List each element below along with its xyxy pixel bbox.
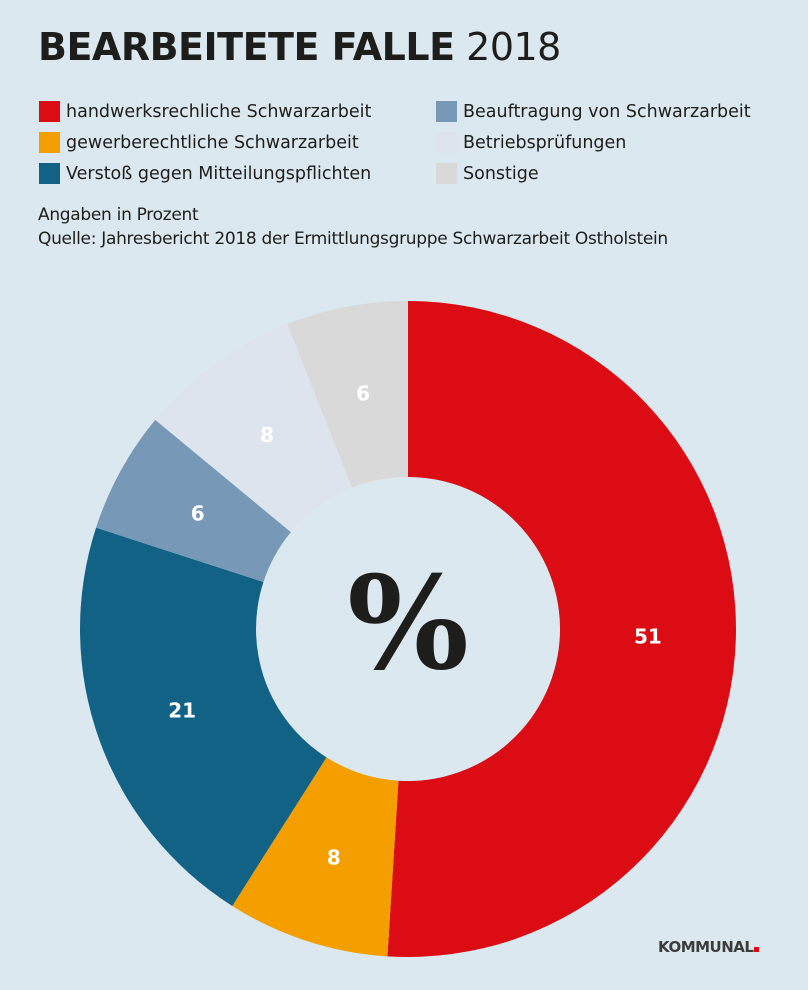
labels-group: 51 8 21 6 8 6 <box>168 381 662 869</box>
donut-slice <box>79 527 327 906</box>
slice-value-label: 8 <box>260 423 274 447</box>
legend-label: handwerksrechliche Schwarzarbeit <box>66 101 372 122</box>
legend-swatch <box>436 101 457 122</box>
slices-group <box>79 301 737 957</box>
legend-item: handwerksrechliche Schwarzarbeit <box>39 96 371 127</box>
legend-item: Beauftragung von Schwarzarbeit <box>436 96 751 127</box>
legend-item: gewerberechtliche Schwarzarbeit <box>39 127 371 158</box>
legend-item: Sonstige <box>436 158 751 189</box>
logo-text: KOMMUNAL <box>658 938 754 956</box>
donut-slice <box>387 301 737 957</box>
title-year: 2018 <box>466 25 561 69</box>
slice-value-label: 51 <box>634 625 662 649</box>
legend-swatch <box>39 163 60 184</box>
legend-swatch <box>39 132 60 153</box>
legend-swatch <box>39 101 60 122</box>
legend-item: Verstoß gegen Mitteilungspflichten <box>39 158 371 189</box>
donut-slice <box>155 324 353 533</box>
kommunal-logo: KOMMUNAL <box>658 938 760 956</box>
legend-label: gewerberechtliche Schwarzarbeit <box>66 132 359 153</box>
legend-label: Verstoß gegen Mitteilungspflichten <box>66 163 372 184</box>
legend-swatch <box>436 132 457 153</box>
legend-label: Sonstige <box>463 163 539 184</box>
slice-value-label: 8 <box>327 845 341 869</box>
slice-value-label: 6 <box>356 381 370 405</box>
slice-value-label: 6 <box>191 501 205 525</box>
legend-column-2: Beauftragung von Schwarzarbeit Betriebsp… <box>436 96 751 189</box>
donut-slice <box>287 301 408 488</box>
legend-item: Betriebsprüfungen <box>436 127 751 158</box>
source-note: Quelle: Jahresbericht 2018 der Ermittlun… <box>38 229 668 249</box>
legend-label: Betriebsprüfungen <box>463 132 627 153</box>
logo-dot <box>754 947 760 952</box>
legend-swatch <box>436 163 457 184</box>
legend-label: Beauftragung von Schwarzarbeit <box>463 101 751 122</box>
donut-slice <box>96 419 291 583</box>
legend-column-1: handwerksrechliche Schwarzarbeit gewerbe… <box>39 96 371 189</box>
donut-slice <box>232 757 399 957</box>
center-percent-label: % <box>347 549 469 699</box>
title-main: BEARBEITETE FALLE <box>38 25 455 69</box>
slice-value-label: 21 <box>168 698 196 722</box>
unit-note: Angaben in Prozent <box>38 205 199 225</box>
chart-title: BEARBEITETE FALLE 2018 <box>38 24 561 70</box>
chart-notes: Angaben in Prozent Quelle: Jahresbericht… <box>38 203 668 251</box>
